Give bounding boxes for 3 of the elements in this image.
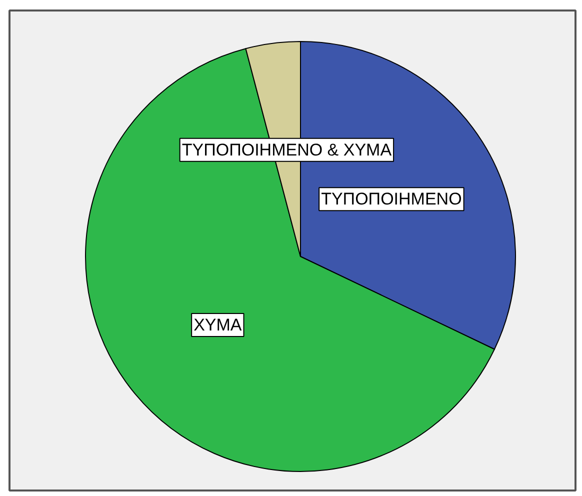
slice-label: ΤΥΠΟΠΟΙΗΜΕΝΟ & ΧΥΜΑ [182, 140, 392, 160]
slice-label: ΧΥΜΑ [194, 316, 242, 335]
slice-label: ΤΥΠΟΠΟΙΗΜΕΝΟ [321, 190, 462, 209]
